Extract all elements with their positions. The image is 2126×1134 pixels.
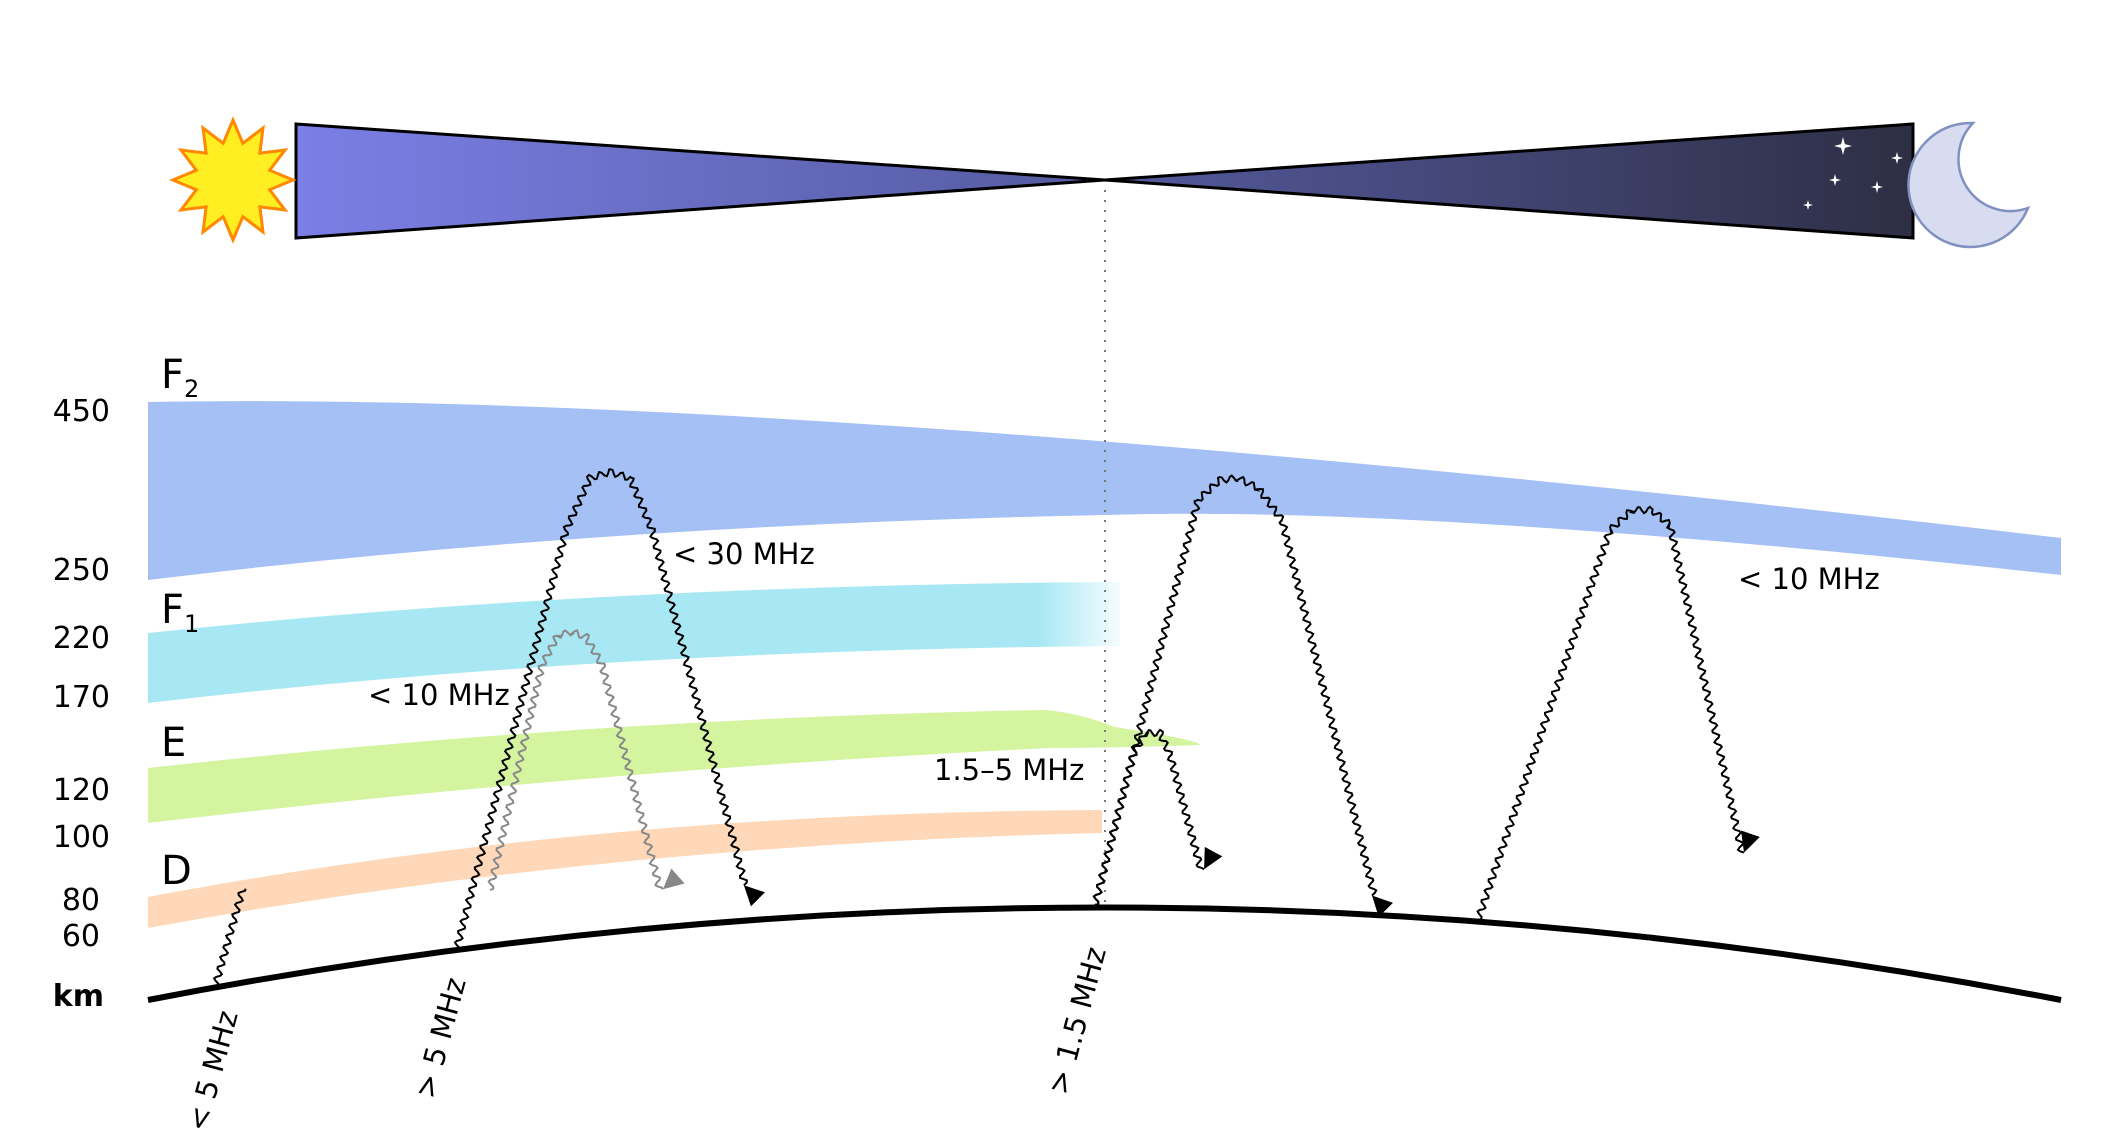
- radio-path-f2-night: [1476, 505, 1760, 921]
- freq-label-ground-f: > 5 MHz: [408, 974, 473, 1102]
- altitude-unit-label: km: [53, 979, 104, 1014]
- freq-label-ground-dusk: > 1.5 MHz: [1041, 943, 1113, 1098]
- radio-path-e-dusk: [1092, 728, 1223, 906]
- freq-label-f2-night: < 10 MHz: [1738, 562, 1880, 596]
- f1-layer-label: F1: [161, 587, 199, 638]
- freq-label-ground-d: < 5 MHz: [180, 1007, 245, 1134]
- altitude-label-100: 100: [53, 820, 110, 855]
- radio-path-f1-day: [487, 629, 685, 891]
- freq-label-f1-day: < 10 MHz: [368, 678, 510, 712]
- radio-path-f2-day: [453, 468, 766, 952]
- altitude-label-170: 170: [53, 680, 110, 715]
- e-layer-band: [148, 710, 1200, 823]
- altitude-label-250: 250: [53, 553, 110, 588]
- altitude-label-120: 120: [53, 773, 110, 808]
- freq-label-f2-day: < 30 MHz: [673, 537, 815, 571]
- moon-icon: [1907, 121, 2031, 249]
- radio-path-f2-dusk: [1092, 474, 1394, 917]
- radio-path-d-absorbed: [212, 888, 247, 988]
- freq-label-e-dusk: 1.5–5 MHz: [934, 753, 1084, 787]
- day-night-transition-band: [294, 122, 1915, 240]
- f2-layer-label: F2: [161, 352, 199, 403]
- d-layer-label: D: [161, 848, 192, 894]
- earth-surface: [147, 904, 2062, 1003]
- e-layer-label: E: [161, 720, 186, 766]
- altitude-label-450: 450: [53, 394, 110, 429]
- altitude-label-220: 220: [53, 621, 110, 656]
- star-icon: [1803, 137, 1903, 210]
- altitude-label-60: 60: [62, 919, 100, 954]
- sun-icon: [169, 116, 297, 244]
- d-layer-band: [148, 810, 1102, 928]
- f1-layer-band: [148, 582, 1120, 703]
- altitude-label-80: 80: [62, 883, 100, 918]
